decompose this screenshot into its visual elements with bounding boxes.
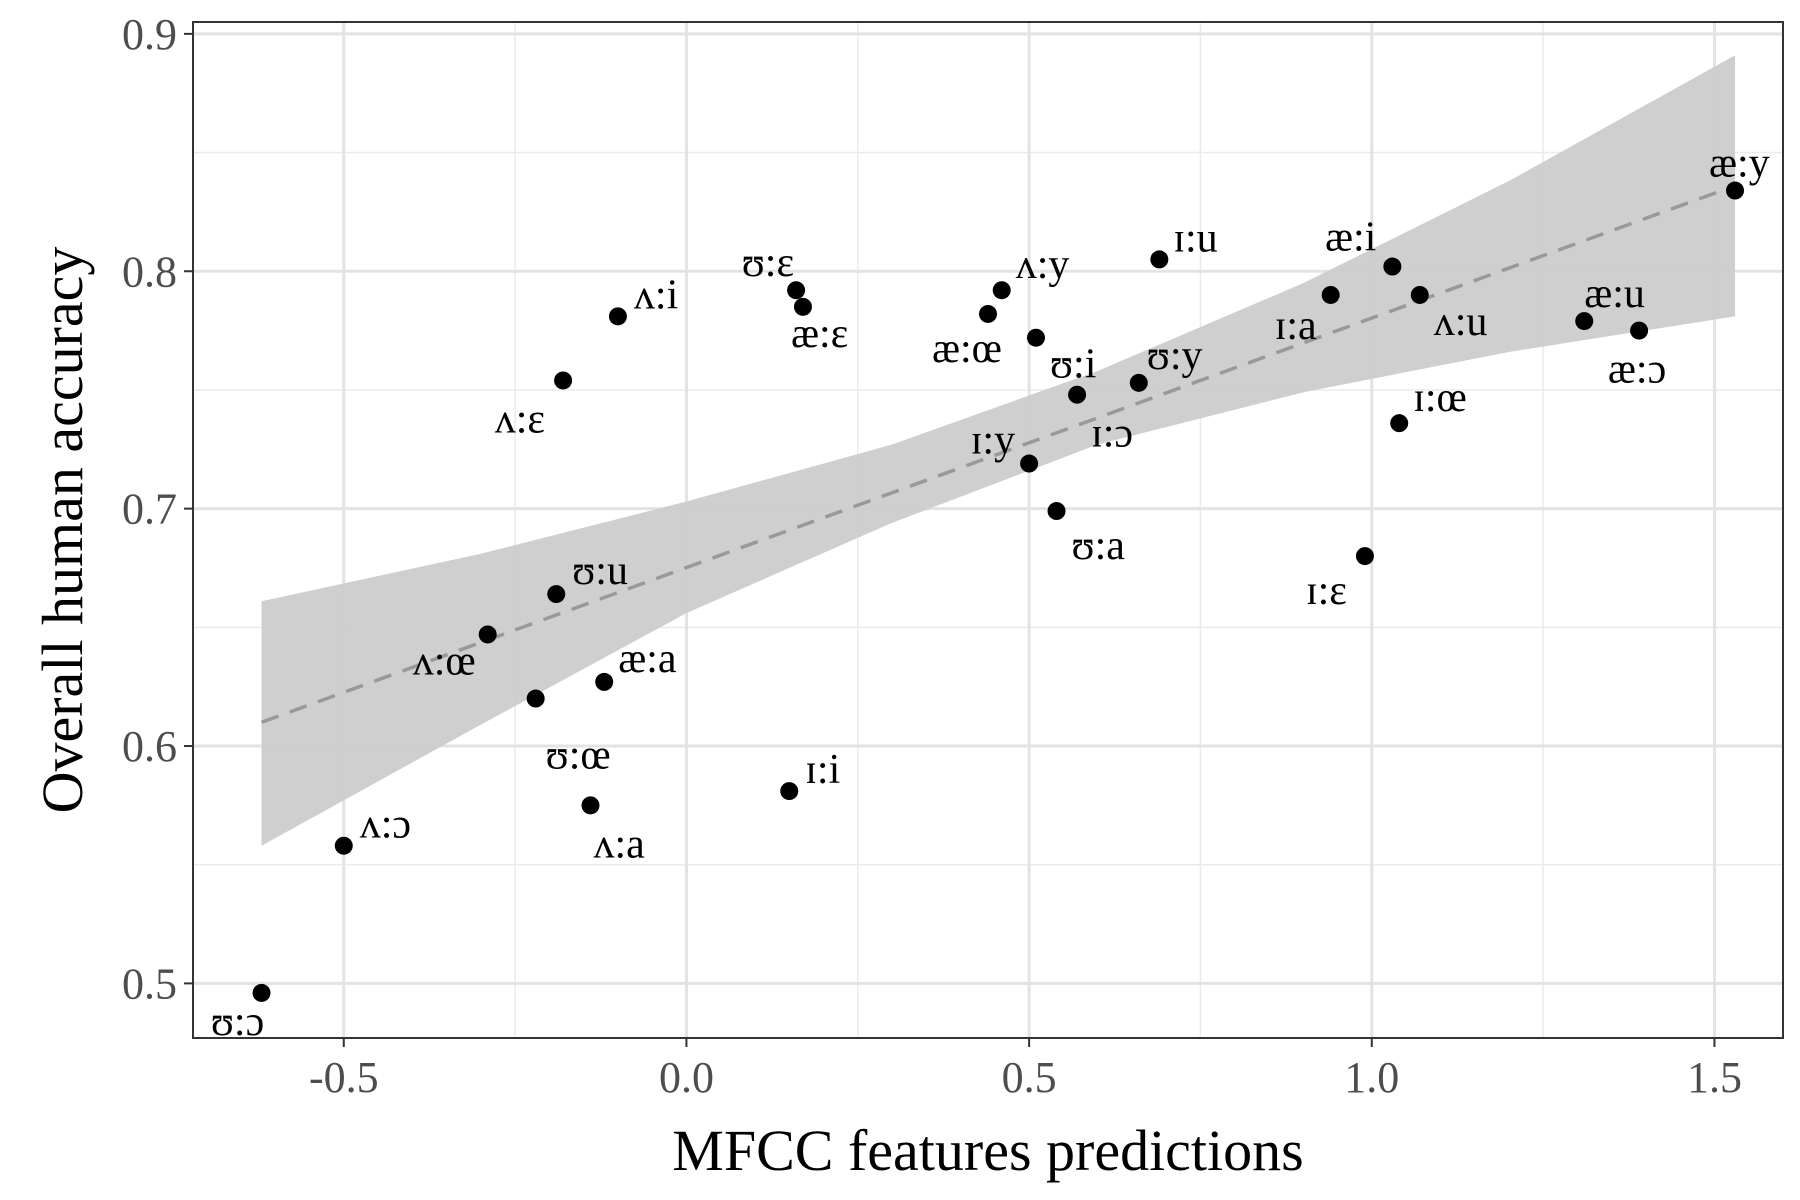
plot-panel-border [192,21,1784,1039]
data-point [595,672,614,691]
point-label: ɪ:a [1275,303,1317,349]
data-point [1026,328,1045,347]
data-point [787,281,806,300]
point-label: æ:ɛ [791,311,848,357]
point-label: ɪ:ɔ [1091,411,1133,457]
point-label: æ:y [1709,141,1770,187]
point-label: ʊ:i [1050,342,1096,388]
point-label: ʊ:y [1147,333,1203,379]
y-axis-ticks: 0.5 0.6 0.7 0.8 0.9 [122,10,193,1008]
y-tick-label: 0.5 [122,959,177,1008]
y-axis-title: Overall human accuracy [30,247,95,814]
point-label: ɪ:œ [1413,375,1467,421]
confidence-band [261,55,1736,846]
data-point [334,836,353,855]
data-point [1390,414,1409,433]
point-label: ɪ:i [805,747,840,793]
confidence-band-layer [261,55,1736,846]
point-label: æ:a [618,636,677,682]
point-label: ʌ:u [1434,299,1488,345]
point-label: ɪ:u [1173,215,1217,261]
point-label: ʌ:i [634,272,678,318]
point-label: ɪ:ɛ [1306,568,1347,614]
data-point [1726,181,1745,200]
x-tick-label: -0.5 [309,1053,379,1102]
y-tick-label: 0.7 [122,485,177,534]
data-point [780,782,799,801]
x-axis-title: MFCC features predictions [672,1118,1303,1183]
data-point [1321,285,1340,304]
point-label: ʌ:œ [413,638,476,684]
data-point [547,585,566,604]
regression-line [260,184,1736,724]
data-point [1020,454,1039,473]
y-tick-label: 0.8 [122,247,177,296]
point-label: ʌ:ɔ [360,802,411,848]
data-points-layer [252,181,1745,1002]
point-label: æ:ɔ [1608,347,1666,393]
point-label: ʌ:y [1016,242,1070,288]
data-point [1047,502,1066,521]
data-point [581,796,600,815]
x-tick-label: 0.5 [1002,1053,1057,1102]
point-label: ʊ:œ [546,733,611,779]
y-tick-label: 0.9 [122,10,177,59]
data-point [992,281,1011,300]
data-point [608,307,627,326]
point-label: ʊ:ɛ [742,240,794,286]
point-label: ʌ:a [594,821,646,867]
point-label: æ:œ [932,326,1002,372]
data-point [1575,312,1594,331]
data-point [1150,250,1169,269]
data-point [554,371,573,390]
point-label: ʊ:a [1072,523,1126,569]
x-axis-ticks: -0.5 0.0 0.5 1.0 1.5 [309,1038,1742,1102]
point-label: ɪ:y [971,418,1015,464]
data-point [1410,285,1429,304]
x-tick-label: 1.0 [1344,1053,1399,1102]
x-tick-label: 1.5 [1687,1053,1742,1102]
regression-line-layer [260,184,1736,724]
point-label: ʌ:ɛ [495,396,545,442]
data-point [793,297,812,316]
data-point [1068,385,1087,404]
point-label: æ:i [1325,215,1376,261]
data-point [1630,321,1649,340]
y-tick-label: 0.6 [122,722,177,771]
data-point [979,304,997,323]
data-point [1129,373,1148,392]
x-tick-label: 0.0 [659,1053,714,1102]
data-point [478,625,497,644]
point-label: ʊ:u [572,548,628,594]
data-point [1383,257,1402,276]
data-point [1355,547,1374,566]
point-label: æ:u [1584,271,1645,317]
data-point [252,983,271,1002]
point-labels-layer: ʊ:ɔʌ:ɔʌ:œʊ:œʊ:uʌ:ɛʌ:aæ:aʌ:iɪ:iʊ:ɛæ:ɛ æ:œʌ… [211,141,1770,1045]
data-point [526,689,545,708]
